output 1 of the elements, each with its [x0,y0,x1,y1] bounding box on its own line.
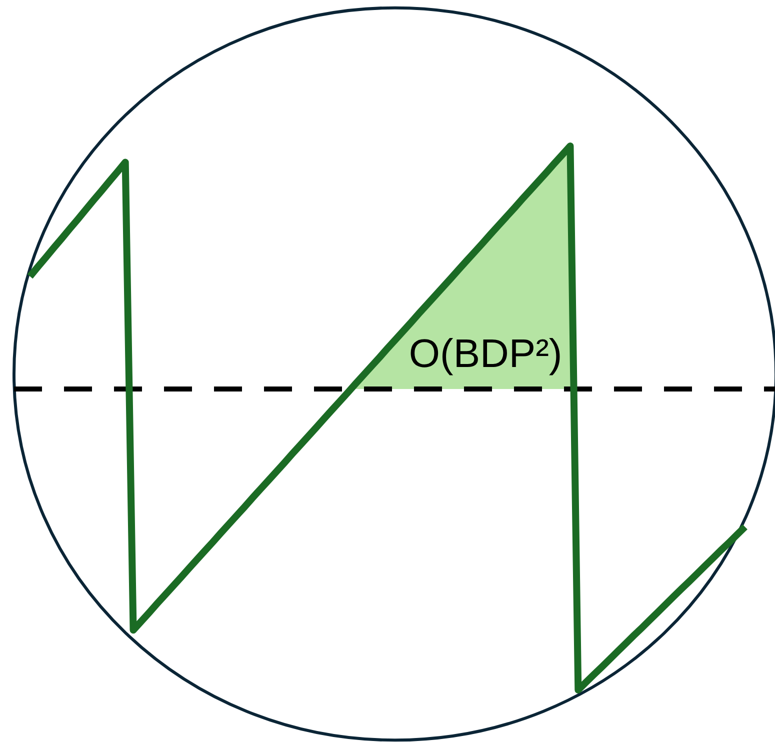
annotation: O(BDP²) [408,332,562,376]
